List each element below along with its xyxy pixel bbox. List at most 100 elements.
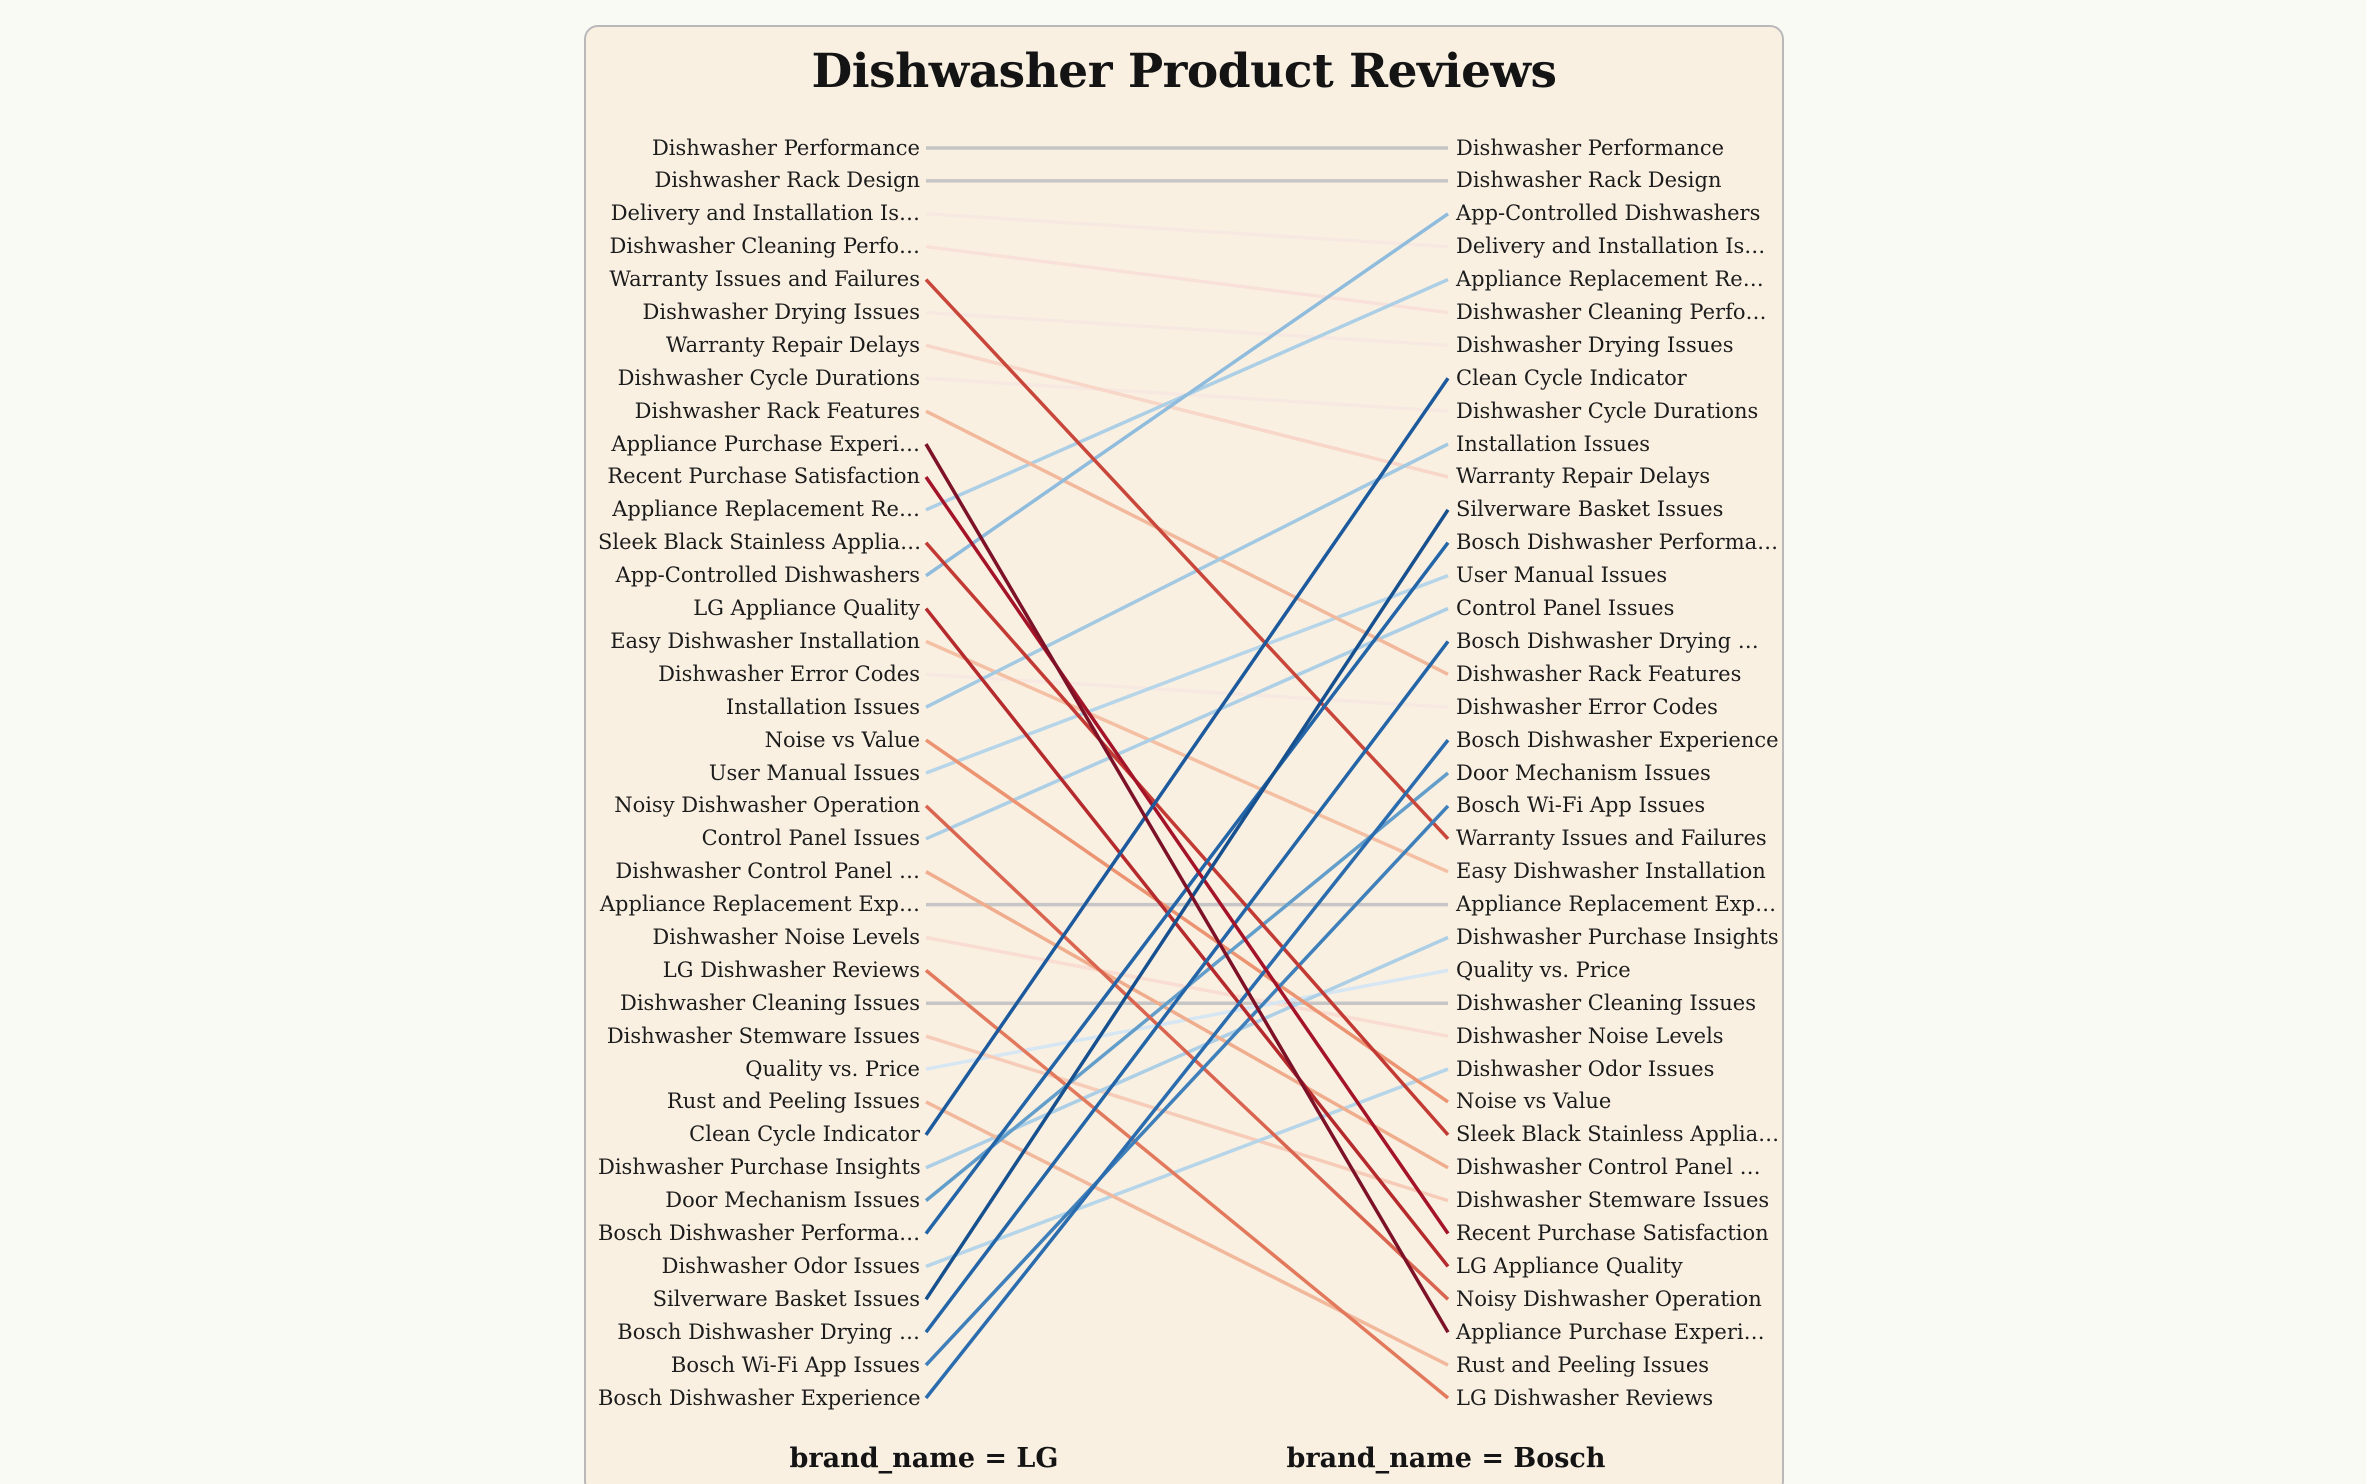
- left-topic-label: Bosch Wi-Fi App Issues: [670, 1352, 920, 1377]
- right-topic-label: Dishwasher Error Codes: [1456, 694, 1718, 719]
- right-topic-label: Appliance Replacement Exp…: [1456, 892, 1777, 917]
- chart-title: Dishwasher Product Reviews: [811, 44, 1557, 99]
- right-topic-label: Bosch Dishwasher Experience: [1456, 727, 1779, 752]
- left-topic-label: Installation Issues: [725, 694, 920, 719]
- left-topic-label: LG Appliance Quality: [693, 596, 920, 621]
- slope-line: [924, 541, 1450, 1137]
- slope-line: [924, 969, 1450, 1400]
- left-topic-label: Bosch Dishwasher Drying …: [617, 1319, 920, 1344]
- right-topic-label: Warranty Issues and Failures: [1456, 826, 1767, 851]
- slope-line: [924, 443, 1450, 1334]
- left-topic-label: Dishwasher Control Panel …: [615, 859, 920, 884]
- left-topic-label: Sleek Black Stainless Applia…: [598, 530, 922, 555]
- slope-line: [924, 508, 1450, 1301]
- slope-line: [925, 212, 1449, 249]
- right-topic-label: App-Controlled Dishwashers: [1456, 201, 1761, 226]
- right-topic-label: Door Mechanism Issues: [1456, 760, 1711, 785]
- slope-line: [924, 739, 1450, 1400]
- right-topic-label: Clean Cycle Indicator: [1456, 365, 1687, 390]
- slope-line: [925, 1034, 1449, 1203]
- right-topic-label: Warranty Repair Delays: [1456, 464, 1711, 489]
- left-topic-label: Dishwasher Error Codes: [658, 661, 920, 686]
- right-topic-label: LG Dishwasher Reviews: [1456, 1385, 1714, 1410]
- left-topic-label: Warranty Repair Delays: [665, 332, 920, 357]
- left-topic-label: User Manual Issues: [708, 760, 920, 785]
- right-topic-label: LG Appliance Quality: [1456, 1253, 1683, 1278]
- slope-line: [925, 409, 1449, 676]
- slope-line: [925, 1067, 1449, 1269]
- slope-line: [925, 212, 1449, 578]
- slope-line: [925, 1100, 1449, 1367]
- right-topic-label: Installation Issues: [1456, 431, 1651, 456]
- left-topic-label: Warranty Issues and Failures: [609, 267, 920, 292]
- left-topic-label: Quality vs. Price: [745, 1056, 920, 1081]
- right-topic-label: Easy Dishwasher Installation: [1456, 859, 1766, 884]
- left-topic-label: Recent Purchase Satisfaction: [607, 464, 920, 489]
- left-topic-label: Appliance Purchase Experi…: [611, 431, 920, 456]
- slope-line: [924, 475, 1450, 1235]
- left-topic-label: Dishwasher Odor Issues: [661, 1253, 920, 1278]
- left-topic-label: Dishwasher Stemware Issues: [606, 1023, 920, 1048]
- left-topic-label: Appliance Replacement Exp…: [599, 892, 920, 917]
- slope-line: [925, 606, 1449, 841]
- left-topic-label: Dishwasher Performance: [651, 135, 920, 160]
- left-topic-label: Easy Dishwasher Installation: [610, 628, 920, 653]
- left-topic-label: Dishwasher Cycle Durations: [617, 365, 920, 390]
- slope-line: [924, 607, 1450, 1268]
- slope-line: [924, 804, 1450, 1367]
- left-topic-label: Dishwasher Cleaning Issues: [620, 990, 920, 1015]
- right-topic-label: Quality vs. Price: [1456, 957, 1631, 982]
- left-topic-label: Door Mechanism Issues: [665, 1188, 920, 1213]
- x-axis-label-bosch: brand_name = Bosch: [1286, 1443, 1606, 1474]
- right-topic-label: Noise vs Value: [1456, 1089, 1612, 1114]
- slope-line: [925, 244, 1449, 315]
- right-topic-label: Delivery and Installation Is…: [1456, 234, 1766, 259]
- slope-line: [925, 343, 1449, 479]
- right-topic-label: Dishwasher Noise Levels: [1456, 1023, 1724, 1048]
- left-topic-label: Appliance Replacement Re…: [612, 497, 920, 522]
- left-topic-label: Dishwasher Noise Levels: [652, 924, 920, 949]
- left-topic-label: Noisy Dishwasher Operation: [614, 793, 920, 818]
- right-topic-label: Dishwasher Control Panel …: [1456, 1155, 1761, 1180]
- right-topic-label: Bosch Dishwasher Drying …: [1456, 628, 1759, 653]
- slope-line: [924, 278, 1450, 840]
- slope-line: [925, 870, 1449, 1170]
- left-topic-label: Silverware Basket Issues: [652, 1286, 920, 1311]
- right-topic-label: Appliance Replacement Re…: [1456, 267, 1764, 292]
- slope-line: [925, 442, 1449, 709]
- right-topic-label: Dishwasher Performance: [1456, 135, 1725, 160]
- slope-line: [924, 640, 1450, 1334]
- right-topic-label: Bosch Wi-Fi App Issues: [1456, 793, 1706, 818]
- right-topic-label: Noisy Dishwasher Operation: [1456, 1286, 1762, 1311]
- left-topic-label: Dishwasher Rack Features: [634, 398, 920, 423]
- right-topic-label: Dishwasher Cleaning Issues: [1456, 990, 1756, 1015]
- right-topic-label: Rust and Peeling Issues: [1456, 1352, 1710, 1377]
- right-topic-label: Bosch Dishwasher Performa…: [1456, 530, 1779, 555]
- left-topic-label: Dishwasher Cleaning Perfo…: [609, 234, 920, 259]
- left-topic-label: Rust and Peeling Issues: [666, 1089, 920, 1114]
- right-topic-label: Dishwasher Cycle Durations: [1456, 398, 1759, 423]
- left-topic-label: Clean Cycle Indicator: [689, 1122, 920, 1147]
- slope-line: [925, 573, 1449, 775]
- right-topic-label: Dishwasher Cleaning Perfo…: [1456, 299, 1767, 324]
- right-topic-label: Dishwasher Drying Issues: [1456, 332, 1734, 357]
- right-topic-label: Sleek Black Stainless Applia…: [1456, 1122, 1780, 1147]
- left-topic-label: Dishwasher Rack Design: [654, 168, 921, 193]
- slope-line: [925, 738, 1449, 1104]
- left-topic-label: Dishwasher Drying Issues: [642, 299, 920, 324]
- left-topic-label: Control Panel Issues: [701, 826, 920, 851]
- right-topic-label: Recent Purchase Satisfaction: [1456, 1221, 1769, 1246]
- slope-line: [925, 672, 1449, 709]
- left-topic-label: Delivery and Installation Is…: [610, 201, 920, 226]
- slope-line: [924, 804, 1450, 1301]
- left-topic-label: LG Dishwasher Reviews: [662, 957, 920, 982]
- right-topic-label: Dishwasher Stemware Issues: [1456, 1188, 1770, 1213]
- right-topic-label: Dishwasher Purchase Insights: [1456, 924, 1779, 949]
- right-topic-label: User Manual Issues: [1456, 563, 1668, 588]
- x-axis-label-lg: brand_name = LG: [789, 1443, 1059, 1474]
- right-topic-label: Dishwasher Rack Features: [1456, 661, 1742, 686]
- slope-line: [924, 377, 1450, 1136]
- right-topic-label: Control Panel Issues: [1456, 596, 1675, 621]
